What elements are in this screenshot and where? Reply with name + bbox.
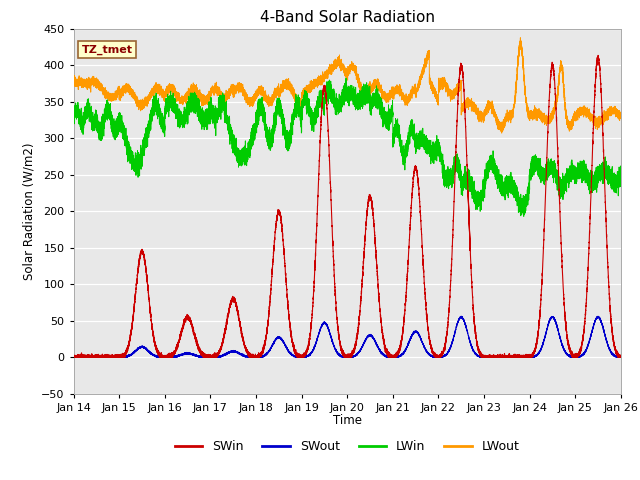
Y-axis label: Solar Radiation (W/m2): Solar Radiation (W/m2): [22, 143, 36, 280]
Text: TZ_tmet: TZ_tmet: [82, 45, 133, 55]
Legend: SWin, SWout, LWin, LWout: SWin, SWout, LWin, LWout: [170, 435, 525, 458]
Title: 4-Band Solar Radiation: 4-Band Solar Radiation: [260, 10, 435, 25]
X-axis label: Time: Time: [333, 414, 362, 427]
